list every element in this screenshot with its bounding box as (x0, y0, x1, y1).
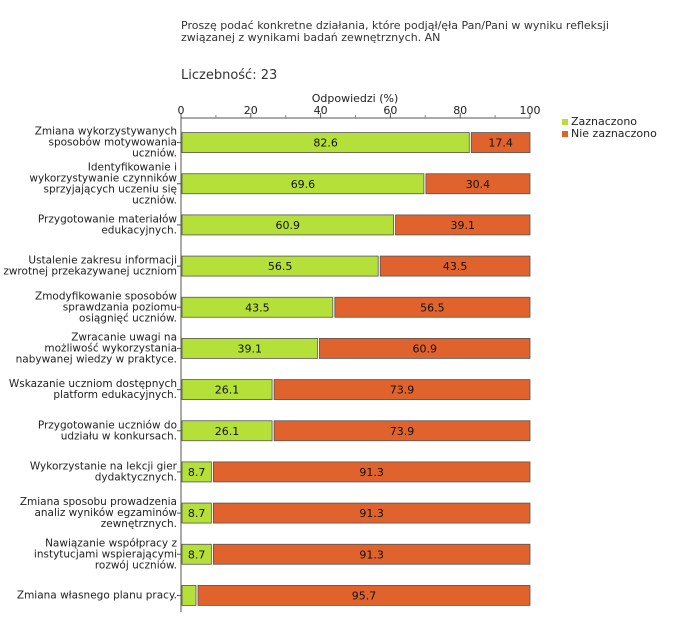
bar-nie-zaznaczono (334, 296, 531, 318)
data-label: 43.5 (245, 301, 270, 314)
bars: 82.6 17.4 69.6 30.4 60.9 39.1 56.5 43.5 43.5 56.5… (181, 132, 531, 606)
data-label: 95.7 (352, 589, 377, 602)
category-label: Wskazanie uczniom dostępnych (9, 378, 177, 390)
legend-label: Zaznaczono (571, 115, 637, 128)
count-label: Liczebność: 23 (181, 68, 277, 83)
bar-zaznaczono (181, 255, 379, 277)
category-label: instytucjami wspierającymi (34, 548, 177, 560)
bar-nie-zaznaczono (470, 132, 531, 153)
legend-label: Nie zaznaczono (571, 127, 657, 140)
data-label: 91.3 (359, 548, 384, 561)
data-label: 60.9 (276, 219, 301, 232)
bar-nie-zaznaczono (212, 461, 531, 483)
category-label: osiągnięć uczniów. (79, 312, 177, 324)
data-label: 8.7 (188, 548, 206, 561)
bar-nie-zaznaczono (425, 173, 531, 195)
data-label: 30.4 (466, 178, 491, 191)
data-label: 56.5 (420, 301, 445, 314)
category-label: Zmiana wykorzystywanych (35, 126, 177, 138)
data-label: 73.9 (390, 425, 415, 438)
data-label: 39.1 (237, 342, 262, 355)
category-label: analiz wyników egzaminów (34, 507, 177, 519)
data-label: 43.5 (443, 260, 468, 273)
data-label: 26.1 (215, 384, 240, 397)
category-label: możliwość wykorzystania (44, 342, 177, 354)
bar-zaznaczono (181, 132, 470, 153)
bar-nie-zaznaczono (212, 543, 531, 565)
data-label: 91.3 (359, 507, 384, 520)
category-label: edukacyjnych. (101, 224, 177, 236)
data-label: 8.7 (188, 466, 206, 479)
bar-zaznaczono (181, 543, 212, 565)
category-label: Nawiązanie współpracy z (45, 537, 177, 549)
data-label: 73.9 (390, 384, 415, 397)
data-label: 26.1 (215, 425, 240, 438)
data-label: 56.5 (268, 260, 293, 273)
x-tick-label: 100 (520, 104, 541, 117)
category-label: Zmiana sposobu prowadzenia (20, 496, 177, 508)
x-tick-label: 80 (453, 104, 467, 117)
category-label: udziału w konkursach. (61, 430, 177, 442)
bar-nie-zaznaczono (212, 502, 531, 524)
category-label: rozwój uczniów. (95, 559, 177, 571)
bar-nie-zaznaczono (273, 379, 531, 400)
bar-zaznaczono (181, 461, 212, 483)
category-label: sposobów motywowania (49, 137, 178, 149)
chart-title: Proszę podać konkretne działania, które … (181, 19, 609, 44)
bar-zaznaczono (181, 214, 394, 236)
data-label: 60.9 (412, 342, 437, 355)
data-label: 8.7 (188, 507, 206, 520)
x-tick-label: 60 (383, 104, 397, 117)
bar-nie-zaznaczono (273, 420, 531, 442)
category-label: zwrotnej przekazywanej uczniom (3, 266, 177, 278)
bar-zaznaczono (181, 585, 197, 606)
chart-title-line: związanej z wynikami badań zewnętrznych.… (181, 31, 440, 44)
category-label: Wykorzystanie na lekcji gier (30, 460, 178, 472)
category-label: Przygotowanie materiałów (38, 213, 178, 225)
category-label: dydaktycznych. (95, 471, 177, 483)
category-label: zewnętrznych. (101, 518, 177, 530)
category-label: platform edukacyjnych. (53, 389, 177, 401)
legend-swatch-zaznaczono (562, 119, 568, 125)
category-label: Zmiana własnego planu pracy. (17, 589, 177, 601)
data-label: 69.6 (291, 178, 316, 191)
x-tick-label: 0 (178, 104, 185, 117)
data-label: 82.6 (313, 137, 338, 150)
bar-nie-zaznaczono (319, 338, 531, 359)
x-tick-label: 40 (314, 104, 328, 117)
category-label: uczniów. (132, 194, 177, 206)
data-label: 17.4 (488, 137, 513, 150)
category-label: nabywanej wiedzy w praktyce. (16, 353, 177, 365)
bar-nie-zaznaczono (197, 585, 531, 606)
x-tick-label: 20 (244, 104, 258, 117)
category-label: sprawdzania poziomu (63, 301, 177, 313)
data-label: 39.1 (451, 219, 476, 232)
bar-zaznaczono (181, 296, 334, 318)
category-label: Zwracanie uwagi na (71, 331, 177, 343)
bar-zaznaczono (181, 420, 273, 442)
data-label: 91.3 (359, 466, 384, 479)
bar-zaznaczono (181, 338, 318, 359)
category-label: Identyfikowanie i (88, 161, 177, 173)
category-label: Ustalenie zakresu informacji (28, 255, 177, 267)
bar-zaznaczono (181, 502, 212, 524)
category-label: Przygotowanie uczniów do (38, 419, 177, 431)
category-label: sprzyjających uczeniu się (44, 183, 177, 195)
x-axis: 0 20 40 60 80 100 (178, 104, 541, 612)
x-axis-label: Odpowiedzi (%) (312, 92, 399, 105)
legend-swatch-nie-zaznaczono (562, 131, 568, 137)
chart-title-line: Proszę podać konkretne działania, które … (181, 19, 609, 32)
bar-nie-zaznaczono (379, 255, 531, 277)
bar-zaznaczono (181, 379, 273, 400)
bar-nie-zaznaczono (395, 214, 531, 236)
bar-zaznaczono (181, 173, 425, 195)
category-label: Zmodyfikowanie sposobów (35, 290, 177, 302)
category-label: uczniów. (132, 148, 177, 160)
category-label: wykorzystywanie czynników (29, 172, 177, 184)
